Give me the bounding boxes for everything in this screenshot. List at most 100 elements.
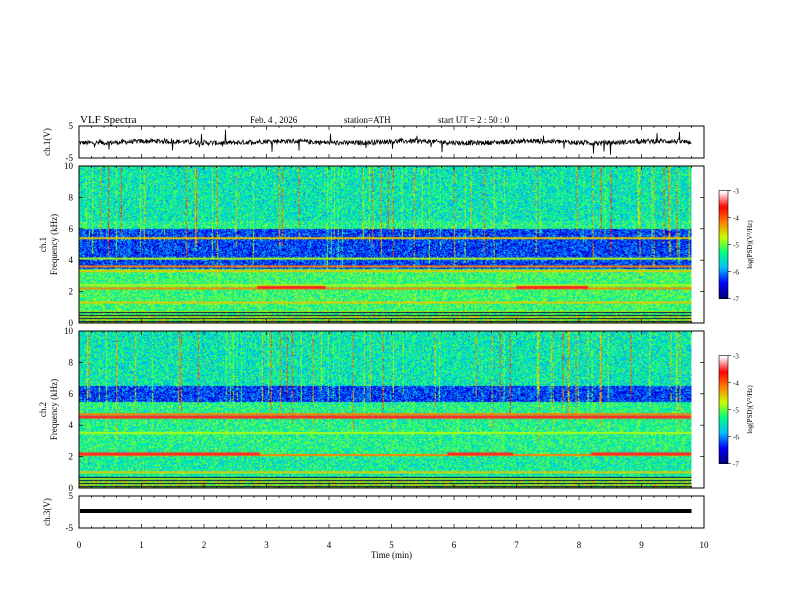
ch2-spectrogram-colorbar-step (719, 391, 728, 394)
ch1-spectrogram-colorbar-step (719, 266, 728, 269)
time-tick-label: 8 (577, 540, 582, 550)
ch1-spectrogram-colorbar-step (719, 194, 728, 197)
ch2-spectrogram-colorbar-step (719, 445, 728, 448)
ch2-spectrogram-colorbar-step (719, 378, 728, 382)
ch2-spectrogram-colorbar-step (719, 432, 728, 436)
ch2-spectrogram-colorbar-step (719, 436, 728, 439)
ch2-spectrogram-colorbar-step (719, 431, 728, 434)
ch1-waveform-ytick-label: 5 (69, 121, 74, 131)
ch2-spectrogram-ytick-label: 0 (69, 483, 74, 493)
ch1-spectrogram-colorbar-label: log(PSD)(V²/Hz) (746, 220, 754, 269)
ch2-spectrogram-colorbar-step (719, 438, 728, 441)
ch2-spectrogram-colorbar-step (719, 396, 728, 400)
ch2-spectrogram-ylabel2: Frequency (kHz) (49, 379, 59, 440)
ch2-spectrogram-colorbar-step (719, 450, 728, 454)
ch2-spectrogram-colorbar-step (719, 380, 728, 383)
ch2-spectrogram-colorbar-step (719, 427, 728, 430)
ch1-spectrogram-colorbar-step (719, 239, 728, 242)
ch2-spectrogram-colorbar-step (719, 416, 728, 419)
ch2-spectrogram-colorbar-step (719, 373, 728, 376)
time-tick-label: 2 (202, 540, 207, 550)
ch1-spectrogram-colorbar-step (719, 210, 728, 213)
ch2-spectrogram-colorbar-step (719, 418, 728, 421)
ch1-spectrogram-colorbar-tick-label: -5 (733, 242, 739, 250)
ch2-spectrogram-colorbar-step (719, 407, 728, 410)
ch1-spectrogram-colorbar-tick-label: -3 (733, 188, 739, 196)
ch1-spectrogram-colorbar-step (719, 275, 728, 278)
ch1-spectrogram-colorbar-step (719, 269, 728, 272)
ch1-spectrogram-ytick-label: 6 (69, 224, 74, 234)
ch2-spectrogram-colorbar-tick-label: -3 (733, 353, 739, 361)
ch1-spectrogram-ytick-label: 4 (69, 255, 74, 265)
ch1-spectrogram-colorbar-step (719, 248, 728, 251)
ch1-spectrogram-colorbar-step (719, 244, 728, 247)
ch1-spectrogram-colorbar-step (719, 217, 728, 220)
ch1-spectrogram-colorbar-step (719, 190, 728, 193)
date-label: Feb. 4 , 2026 (250, 115, 298, 125)
ch1-spectrogram-ylabel2: Frequency (kHz) (49, 214, 59, 275)
ch2-spectrogram-colorbar-step (719, 398, 728, 401)
ch2-spectrogram-colorbar-step (719, 459, 728, 463)
ch1-spectrogram-colorbar-step (719, 221, 728, 224)
ch1-spectrogram-colorbar-step (719, 282, 728, 285)
ch2-spectrogram-colorbar-step (719, 360, 728, 364)
ch1-spectrogram-colorbar-step (719, 251, 728, 254)
ch2-spectrogram-colorbar-tick-label: -4 (733, 380, 739, 388)
ch2-spectrogram-colorbar-step (719, 441, 728, 445)
ch2-spectrogram-colorbar-step (719, 422, 728, 425)
start-time-label: start UT = 2 : 50 : 0 (438, 115, 510, 125)
ch1-spectrogram-colorbar-step (719, 278, 728, 281)
ch1-spectrogram-colorbar-step (719, 235, 728, 238)
ch1-spectrogram-colorbar-step (719, 206, 728, 209)
ch1-spectrogram-colorbar-tick-label: -6 (733, 269, 739, 277)
ch1-spectrogram-colorbar-tick-label: -4 (733, 215, 739, 223)
ch2-spectrogram-colorbar-step (719, 456, 728, 459)
time-tick-label: 6 (452, 540, 457, 550)
ch1-spectrogram-colorbar-step (719, 192, 728, 195)
ch1-spectrogram-colorbar-step (719, 291, 728, 294)
ch1-spectrogram-colorbar-step (719, 226, 728, 229)
ch1-spectrogram-colorbar-step (719, 233, 728, 236)
ch2-spectrogram-colorbar-step (719, 443, 728, 446)
ch2-spectrogram-colorbar-step (719, 425, 728, 428)
ch1-waveform-ylabel: ch.1(V) (42, 128, 52, 156)
ch2-spectrogram-colorbar-step (719, 389, 728, 392)
ch2-spectrogram-colorbar-step (719, 375, 728, 378)
ch2-spectrogram-colorbar-step (719, 366, 728, 369)
ch3-waveform-ylabel: ch.3(V) (42, 498, 52, 526)
ch1-spectrogram-colorbar-step (719, 237, 728, 240)
ch2-spectrogram-colorbar-step (719, 400, 728, 403)
ch1-spectrogram-colorbar-step (719, 249, 728, 253)
ch2-spectrogram-colorbar-step (719, 395, 728, 398)
ch1-spectrogram-colorbar-step (719, 260, 728, 263)
ch2-spectrogram-colorbar-step (719, 449, 728, 452)
ch2-spectrogram-ytick-label: 6 (69, 389, 74, 399)
ch2-spectrogram-colorbar-step (719, 404, 728, 407)
ch1-spectrogram-colorbar-step (719, 253, 728, 256)
ch2-spectrogram-colorbar-step (719, 364, 728, 367)
ch1-spectrogram-colorbar-step (719, 294, 728, 298)
ch1-spectrogram-colorbar-tick-label: -7 (733, 296, 739, 304)
ch1-spectrogram-colorbar-step (719, 231, 728, 235)
ch1-spectrogram-colorbar-step (719, 215, 728, 218)
ch1-spectrogram-colorbar-step (719, 257, 728, 260)
ch2-spectrogram-colorbar-step (719, 454, 728, 457)
ch1-spectrogram-colorbar-step (719, 212, 728, 215)
ch1-spectrogram-colorbar-step (719, 242, 728, 245)
ch2-spectrogram-colorbar-step (719, 377, 728, 380)
ch2-spectrogram-ylabel: ch.2 (38, 402, 48, 417)
ch1-spectrogram-colorbar-step (719, 204, 728, 208)
ch1-spectrogram-ytick-label: 8 (69, 192, 74, 202)
ch2-spectrogram-colorbar-tick-label: -7 (733, 461, 739, 469)
ch1-spectrogram-colorbar-step (719, 285, 728, 289)
ch2-spectrogram-colorbar-step (719, 405, 728, 409)
ch1-spectrogram-colorbar-step (719, 208, 728, 211)
ch2-spectrogram-image (79, 331, 692, 488)
colorbar-ch1: -3 -4 -5 -6 -7 log(PSD)(V²/Hz) (718, 188, 754, 304)
ch2-spectrogram-colorbar-step (719, 423, 728, 427)
ch1-spectrogram-colorbar-step (719, 195, 728, 199)
ch1-spectrogram-colorbar-step (719, 199, 728, 202)
ch2-spectrogram-colorbar-step (719, 393, 728, 396)
ch1-spectrogram-colorbar-step (719, 201, 728, 204)
